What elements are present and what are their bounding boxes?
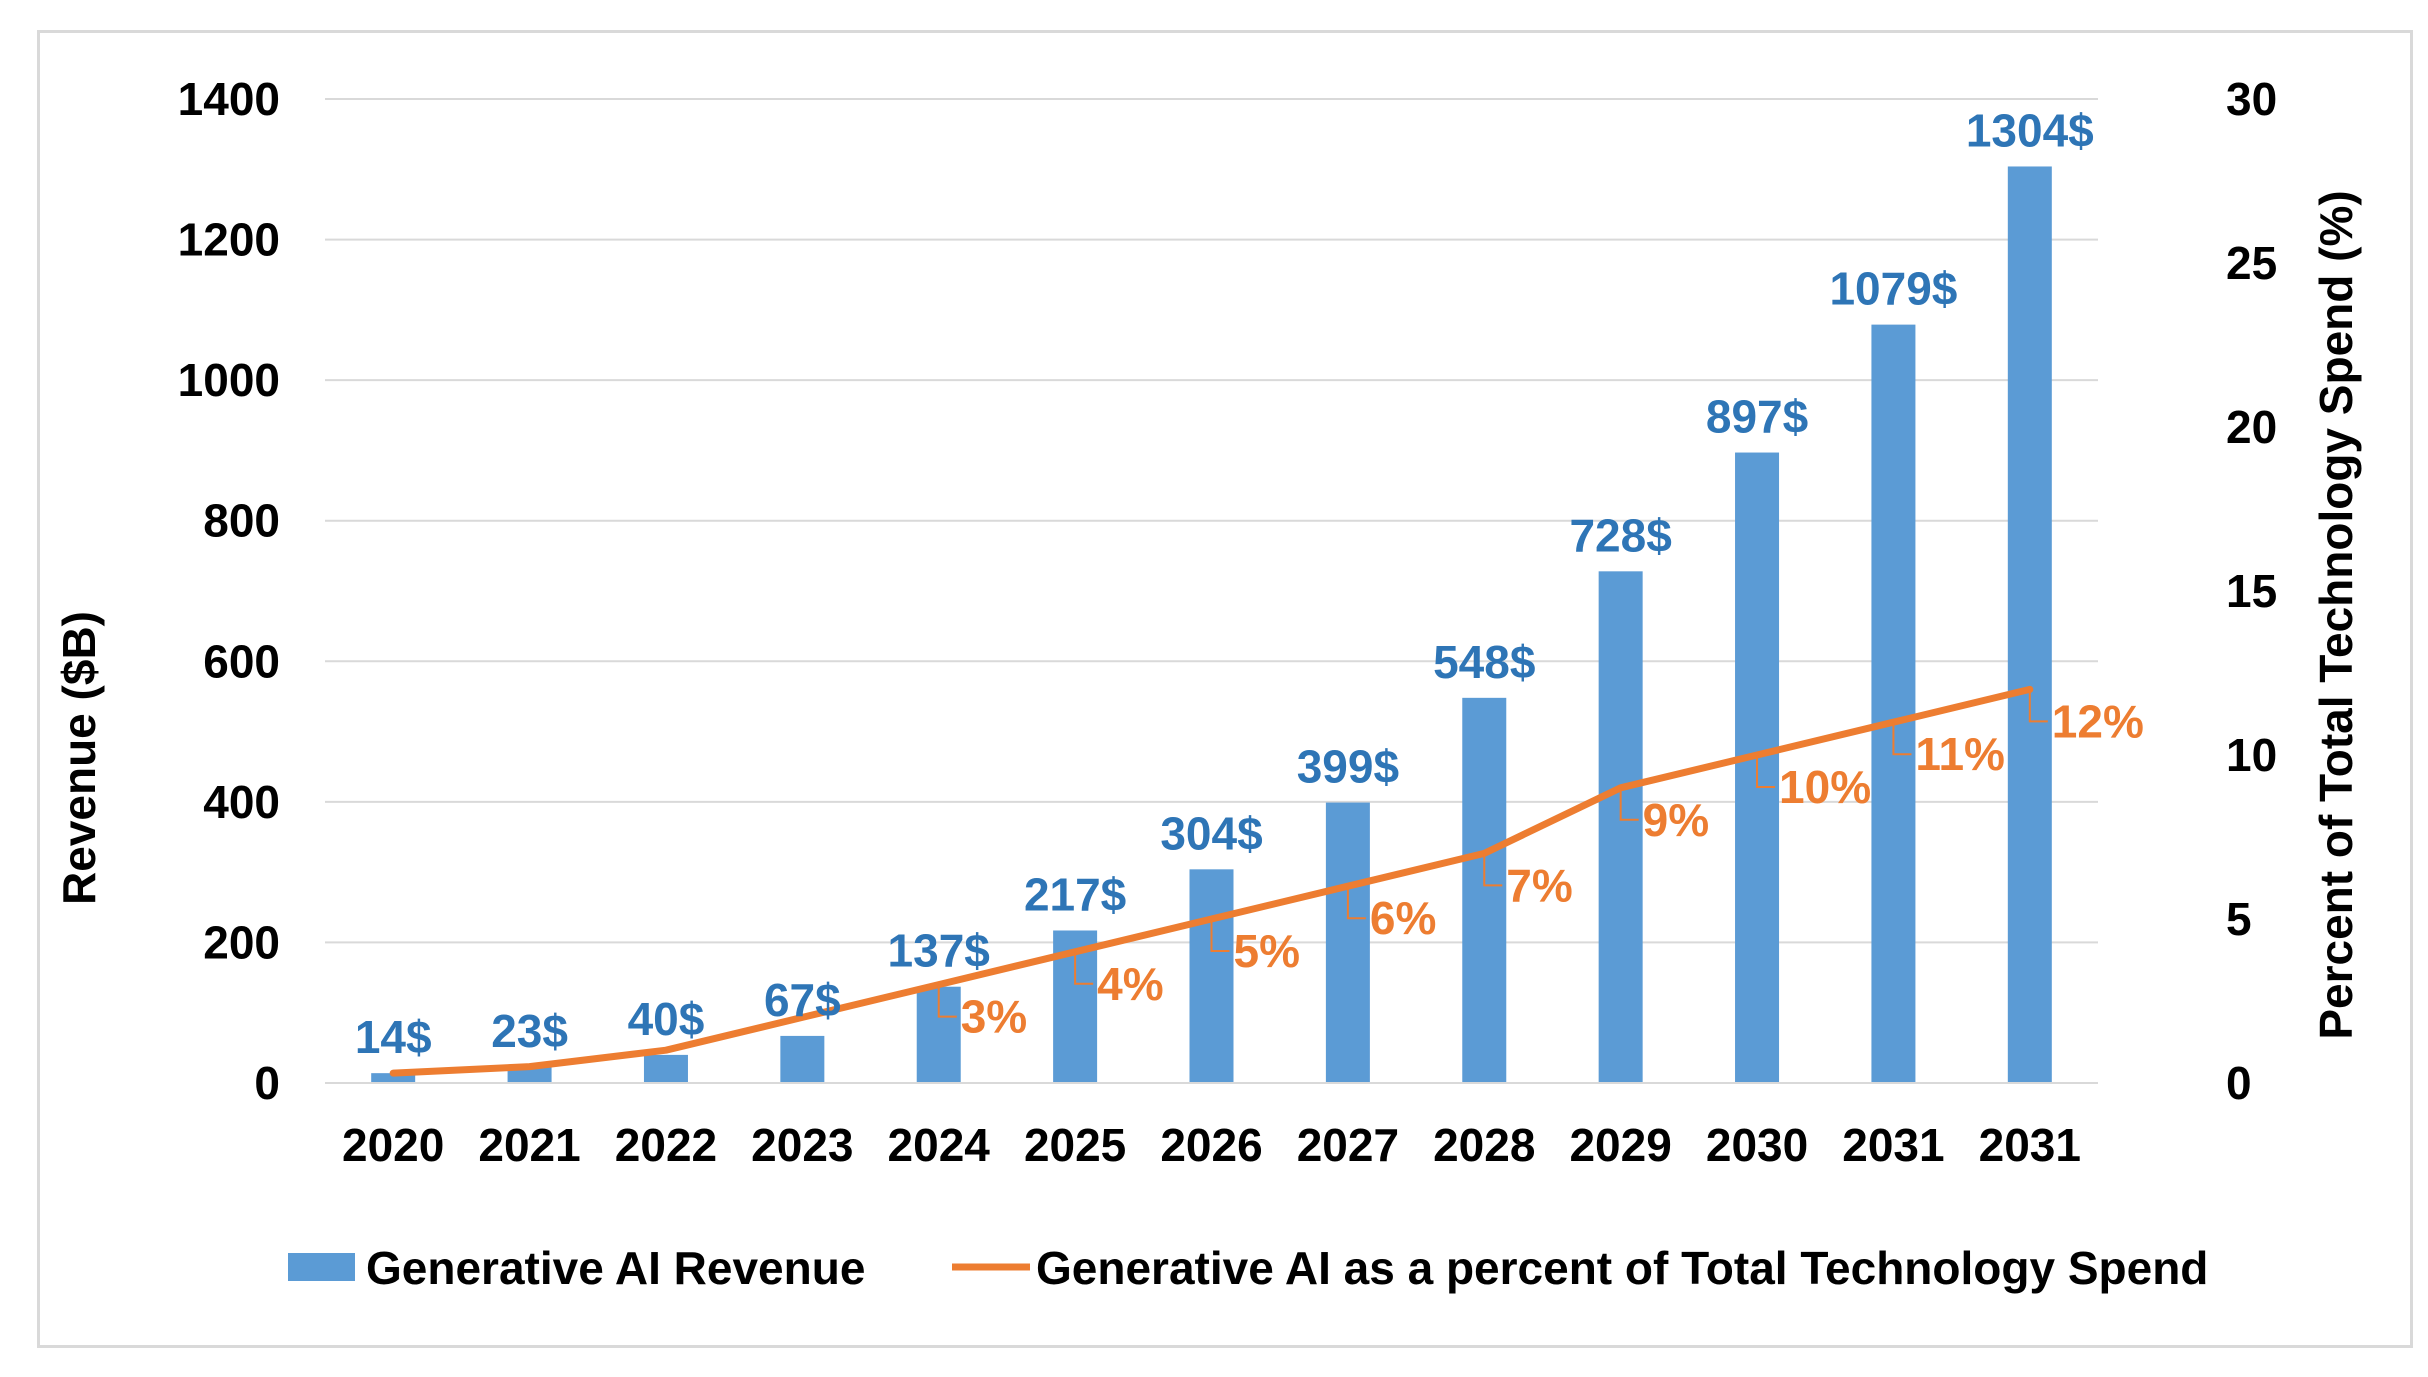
- bar-label-6: 304$: [1160, 807, 1262, 859]
- bar-label-2: 40$: [628, 993, 705, 1045]
- bar-label-7: 399$: [1297, 741, 1399, 793]
- leader-line-11: [1892, 722, 1912, 756]
- x-tick-5: 2025: [1024, 1119, 1126, 1171]
- bar-7: [1325, 802, 1370, 1083]
- percent-label-9: 9%: [1643, 794, 1709, 846]
- leader-line-8: [1483, 853, 1503, 887]
- leader-line-7: [1346, 886, 1366, 920]
- bar-label-4: 137$: [888, 925, 990, 977]
- x-tick-8: 2028: [1433, 1119, 1535, 1171]
- x-tick-1: 2021: [478, 1119, 580, 1171]
- bar-label-1: 23$: [491, 1005, 568, 1057]
- leader-line-4: [937, 984, 957, 1018]
- leader-line-5: [1074, 951, 1094, 985]
- chart-frame: 14$ 23$ 40$ 67$ 137$ 217$ 304$ 399$ 548$ 728$ 897$…: [37, 30, 2413, 1348]
- y2-tick-15: 15: [2226, 565, 2277, 617]
- percent-label-7: 6%: [1370, 892, 1436, 944]
- bar-label-11: 1079$: [1829, 263, 1957, 315]
- bar-label-3: 67$: [764, 974, 841, 1026]
- y-tick-600: 600: [203, 635, 280, 687]
- bars: [371, 166, 2052, 1084]
- leader-line-10: [1756, 755, 1776, 788]
- bar-label-9: 728$: [1569, 509, 1671, 561]
- gridlines: [325, 98, 2098, 1084]
- bar-6: [1189, 869, 1234, 1083]
- leader-line-6: [1210, 919, 1230, 952]
- percent-label-10: 10%: [1779, 761, 1871, 813]
- x-tick-11: 2031: [1842, 1119, 1944, 1171]
- leader-line-12: [2028, 689, 2048, 723]
- percent-label-6: 5%: [1234, 925, 1300, 977]
- x-tick-3: 2023: [751, 1119, 853, 1171]
- legend-bar-swatch: [288, 1253, 355, 1281]
- x-tick-12: 2031: [1979, 1119, 2081, 1171]
- axes: 0200400600800100012001400051015202530202…: [178, 73, 2278, 1171]
- x-tick-6: 2026: [1160, 1119, 1262, 1171]
- bar-12: [2007, 166, 2052, 1083]
- y2-tick-5: 5: [2226, 893, 2252, 945]
- bar-0: [371, 1073, 416, 1083]
- bar-9: [1598, 571, 1643, 1083]
- y2-tick-30: 30: [2226, 73, 2277, 125]
- y-tick-200: 200: [203, 916, 280, 968]
- y2-tick-20: 20: [2226, 401, 2277, 453]
- bar-8: [1462, 697, 1507, 1083]
- y-tick-0: 0: [254, 1057, 280, 1109]
- percent-label-11: 11%: [1915, 728, 2005, 780]
- bar-3: [780, 1035, 825, 1083]
- percent-label-5: 4%: [1097, 958, 1163, 1010]
- x-tick-2: 2022: [615, 1119, 717, 1171]
- x-tick-0: 2020: [342, 1119, 444, 1171]
- bar-1: [507, 1066, 552, 1083]
- y-tick-400: 400: [203, 776, 280, 828]
- y2-tick-0: 0: [2226, 1057, 2252, 1109]
- y-tick-1000: 1000: [178, 354, 280, 406]
- legend-line-label: Generative AI as a percent of Total Tech…: [1036, 1242, 2208, 1294]
- bar-label-5: 217$: [1024, 868, 1126, 920]
- leader-line-9: [1619, 787, 1639, 821]
- x-tick-10: 2030: [1706, 1119, 1808, 1171]
- bar-label-0: 14$: [355, 1011, 432, 1063]
- bar-label-12: 1304$: [1966, 104, 2094, 156]
- bar-label-10: 897$: [1706, 391, 1808, 443]
- y2-tick-10: 10: [2226, 729, 2277, 781]
- y2-axis-title: Percent of Total Technology Spend (%): [2310, 190, 2362, 1039]
- y-tick-800: 800: [203, 495, 280, 547]
- y-axis-title: Revenue ($B): [53, 611, 105, 905]
- data-labels: 14$ 23$ 40$ 67$ 137$ 217$ 304$ 399$ 548$ 728$ 897$…: [355, 104, 2144, 1063]
- percent-label-8: 7%: [1506, 859, 1572, 911]
- bar-label-8: 548$: [1433, 636, 1535, 688]
- percent-label-12: 12%: [2052, 695, 2144, 747]
- bar-11: [1871, 324, 1916, 1083]
- y-tick-1400: 1400: [178, 73, 280, 125]
- chart-svg: 14$ 23$ 40$ 67$ 137$ 217$ 304$ 399$ 548$ 728$ 897$…: [53, 73, 2362, 1294]
- x-tick-9: 2029: [1569, 1119, 1671, 1171]
- x-tick-7: 2027: [1297, 1119, 1399, 1171]
- y-tick-1200: 1200: [178, 214, 280, 266]
- legend-bar-label: Generative AI Revenue: [366, 1242, 865, 1294]
- legend: Generative AI Revenue Generative AI as a…: [288, 1242, 2208, 1294]
- x-tick-4: 2024: [888, 1119, 991, 1171]
- y2-tick-25: 25: [2226, 237, 2277, 289]
- percent-label-4: 3%: [961, 991, 1027, 1043]
- bar-2: [643, 1054, 688, 1083]
